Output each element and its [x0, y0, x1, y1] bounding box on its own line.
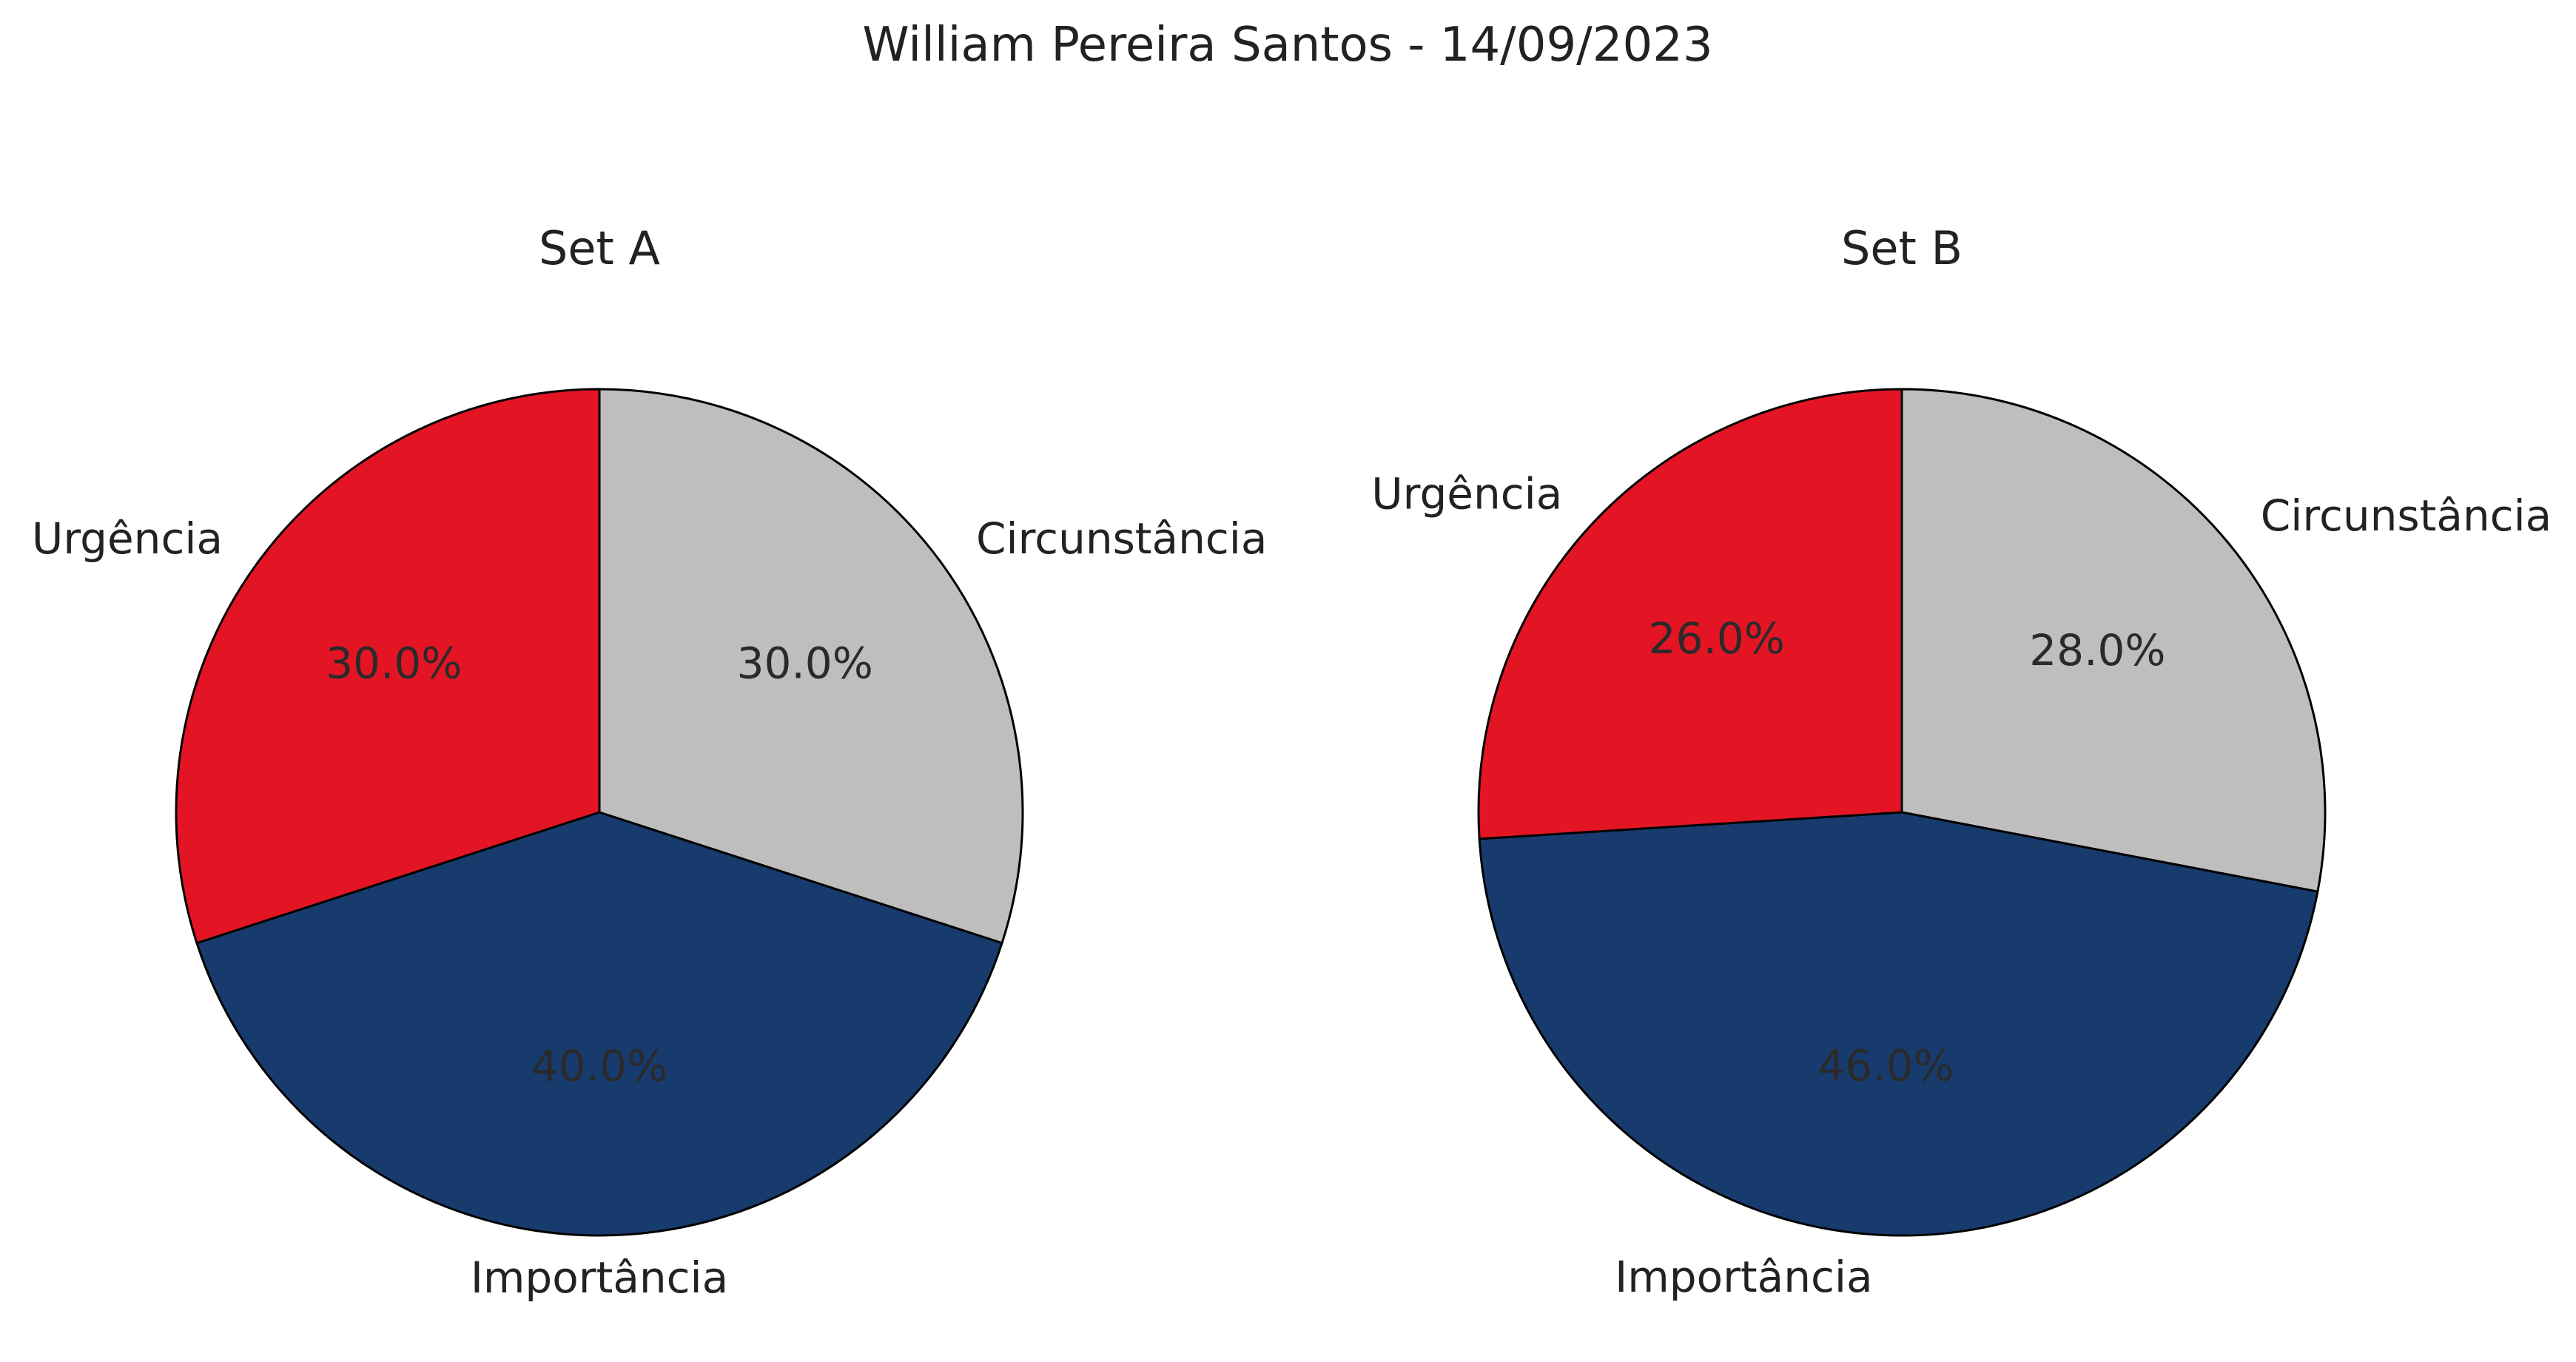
pie-slice-set-b-urgencia [1477, 388, 1903, 840]
pie-value-label-set-b-urgencia: 26.0% [1649, 613, 1785, 664]
pie-category-label-set-a-importancia: Importância [471, 1253, 728, 1303]
figure-title: William Pereira Santos - 14/09/2023 [862, 18, 1712, 73]
pie-value-label-set-b-circunstancia: 28.0% [2029, 625, 2165, 675]
pie-category-label-set-a-urgencia: Urgência [32, 513, 223, 564]
pie-slice-set-a-urgencia [175, 388, 601, 945]
pie-category-label-set-b-urgencia: Urgência [1371, 468, 1562, 519]
pie-category-label-set-a-circunstancia: Circunstância [976, 513, 1267, 564]
pie-chart-set-b: Set B 28.0% Circunstância 46.0% Importância 2… [1371, 221, 2552, 1302]
pie-slice-set-b-importancia [1478, 811, 2319, 1237]
pie-slice-set-a-importancia [195, 811, 1003, 1237]
chart-title-set-b: Set B [1841, 221, 1963, 275]
pie-category-label-set-b-importancia: Importância [1615, 1252, 1872, 1302]
pie-value-label-set-a-importancia: 40.0% [531, 1041, 667, 1091]
pie-slice-set-b-circunstancia [1900, 388, 2327, 893]
pie-chart-set-a: Set A 30.0% Circunstância 40.0% Importância 3… [32, 221, 1268, 1303]
pie-value-label-set-a-circunstancia: 30.0% [737, 638, 873, 688]
pie-value-label-set-a-urgencia: 30.0% [326, 638, 462, 688]
chart-title-set-a: Set A [539, 221, 660, 275]
pie-value-label-set-b-importancia: 46.0% [1817, 1041, 1954, 1091]
pie-category-label-set-b-circunstancia: Circunstância [2261, 490, 2552, 541]
pie-slice-set-a-circunstancia [598, 388, 1024, 945]
